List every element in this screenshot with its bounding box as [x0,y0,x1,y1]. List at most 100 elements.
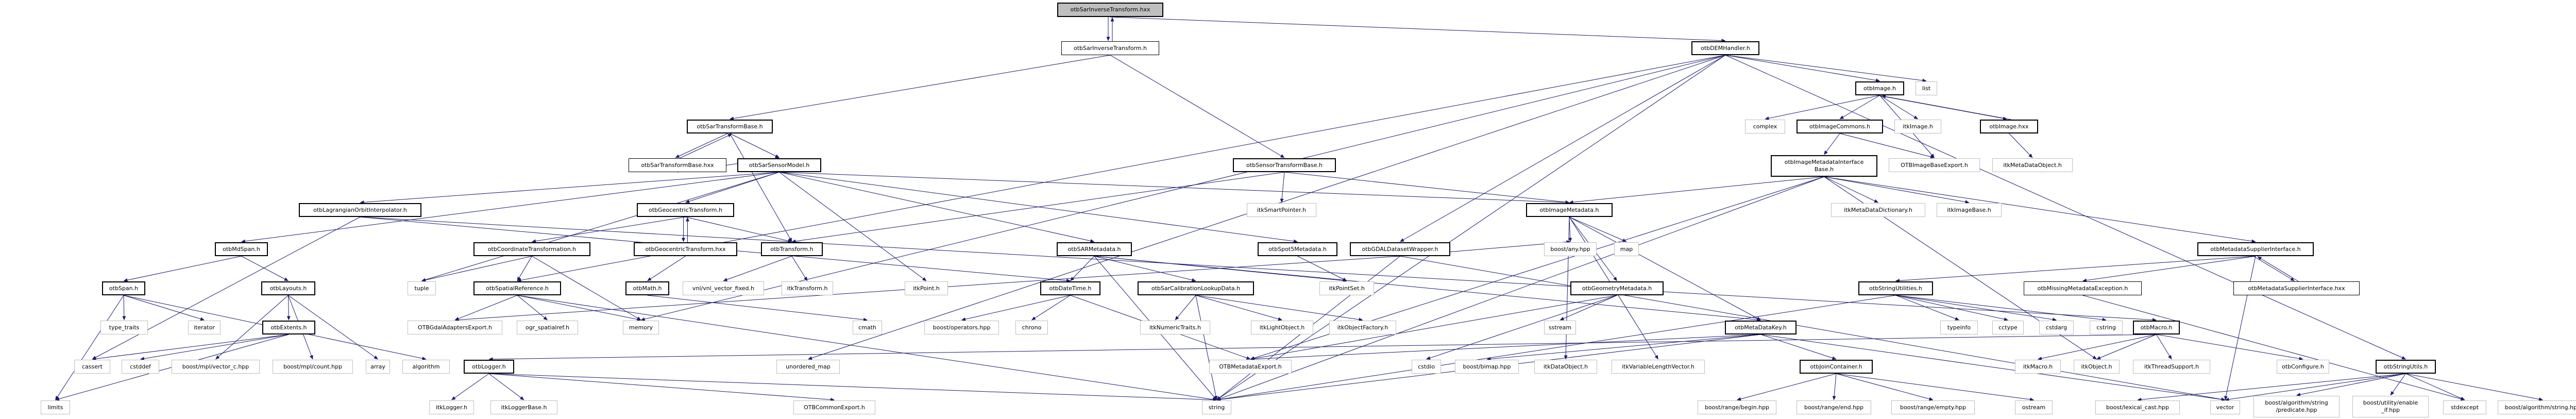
include-edge [1175,295,1196,321]
include-edge [1895,295,2107,322]
graph-node-sarTransformBaseHxx[interactable]: otbSarTransformBase.hxx [629,158,726,172]
graph-node-metaDataKey[interactable]: otbMetaDataKey.h [1725,321,1797,334]
graph-node-typeTraits: type_traits [100,321,148,334]
graph-node-sarCalib[interactable]: otbSarCalibrationLookupData.h [1138,281,1254,295]
graph-node-lagrangian[interactable]: otbLagrangianOrbitInterpolator.h [299,203,421,217]
include-edge [1216,55,1726,400]
graph-node-imageMetadataInterfaceBase[interactable]: otbImageMetadataInterface Base.h [1771,155,1877,177]
graph-node-spatialReference[interactable]: otbSpatialReference.h [473,281,561,295]
graph-node-dem[interactable]: otbDEMHandler.h [1691,41,1759,55]
graph-node-iterator: iterator [188,321,221,334]
graph-node-itkPoint: itkPoint.h [905,281,948,295]
include-edge [1569,176,1824,204]
graph-node-itkMetaDataObject: itkMetaDataObject.h [1992,158,2073,172]
graph-node-cstring: cstring [2090,321,2123,334]
include-edge [2038,334,2157,360]
graph-node-otbGdalAdaptersExport: OTBGdalAdaptersExport.h [408,321,502,334]
graph-node-otbCommonExport: OTBCommonExport.h [793,400,875,414]
graph-node-logger[interactable]: otbLogger.h [464,360,514,374]
graph-node-itkObjectFactory: itkObjectFactory.h [1329,321,1396,334]
include-edge [730,133,779,158]
graph-node-layouts[interactable]: otbLayouts.h [261,281,315,295]
graph-node-metadataSupplierInterfaceHxx[interactable]: otbMetadataSupplierInterface.hxx [2233,281,2360,295]
include-edge [1737,373,1837,401]
graph-node-geocentricHxx[interactable]: otbGeocentricTransform.hxx [634,242,737,256]
graph-node-imageCommons[interactable]: otbImageCommons.h [1797,120,1883,133]
include-edge [961,295,1071,321]
graph-node-limits: limits [41,400,70,414]
graph-node-joinContainer[interactable]: otbJoinContainer.h [1800,360,1873,374]
graph-node-sarMetadata[interactable]: otbSARMetadata.h [1057,242,1132,256]
graph-node-complex: complex [1745,120,1785,133]
include-edge [1280,172,1285,203]
include-edge [1195,295,1218,400]
include-edge [1877,95,2007,121]
graph-root-node-root[interactable]: otbSarInverseTransform.hxx [1057,3,1163,17]
include-edge [1110,55,1285,158]
graph-node-gdalWrapper[interactable]: otbGDALDatasetWrapper.h [1350,242,1450,256]
include-edge [360,216,2157,322]
graph-node-sarInvH[interactable]: otbSarInverseTransform.h [1061,41,1159,55]
graph-node-itkSmartPointer: itkSmartPointer.h [1247,203,1316,217]
graph-node-geocentric[interactable]: otbGeocentricTransform.h [637,203,734,217]
graph-node-sarTransformBase[interactable]: otbSarTransformBase.h [687,120,773,133]
graph-node-boostAny: boost/any.hpp [1544,242,1597,256]
include-edge [647,295,868,322]
include-edge [517,256,532,281]
include-edge-reverse [2257,256,2299,282]
graph-node-ogr: ogr_spatialref.h [517,321,578,334]
graph-node-imageMetadata[interactable]: otbImageMetadata.h [1526,203,1613,217]
graph-node-stringUtilities[interactable]: otbStringUtilities.h [1858,281,1933,295]
graph-node-sstream: sstream [1544,321,1576,334]
graph-node-otbConfigure: otbConfigure.h [2277,360,2329,374]
include-edge [2224,256,2256,400]
include-edge [730,55,1111,121]
graph-node-vector: vector [2210,400,2240,414]
graph-node-otbMacro[interactable]: otbMacro.h [2133,321,2180,334]
graph-node-otbTransform[interactable]: otbTransform.h [761,242,823,256]
graph-node-rangeEmpty: boost/range/empty.hpp [1891,400,1975,414]
include-edge [123,295,205,321]
graph-node-rangeEnd: boost/range/end.hpp [1797,400,1871,414]
graph-node-spot5[interactable]: otbSpot5Metadata.h [1258,242,1337,256]
graph-node-boostOperators: boost/operators.hpp [924,321,999,334]
include-edge [140,334,289,361]
graph-node-sarSensorModel[interactable]: otbSarSensorModel.h [737,158,821,172]
graph-node-geometryMetadata[interactable]: otbGeometryMetadata.h [1570,281,1664,295]
include-edge [1839,133,1935,159]
include-edge [1195,295,1282,321]
graph-node-dateTime[interactable]: otbDateTime.h [1040,281,1100,295]
include-edge [517,295,548,321]
include-edge [488,373,1217,402]
include-edge [488,334,2157,361]
graph-node-mplVector: boost/mpl/vector_c.hpp [172,360,260,374]
graph-node-coordTransformation[interactable]: otbCoordinateTransformation.h [473,242,590,256]
include-edge [1094,256,1347,282]
graph-node-boostBimap: boost/bimap.hpp [1455,360,1519,374]
graph-node-metadataSupplierInterface[interactable]: otbMetadataSupplierInterface.h [2197,242,2314,256]
graph-node-cctype: cctype [1992,321,2024,334]
graph-node-itkImageBase: itkImageBase.h [1937,203,2002,217]
graph-node-missingMetadataException[interactable]: otbMissingMetadataException.h [2024,281,2142,295]
graph-node-mdspan[interactable]: otbMdSpan.h [215,242,268,256]
include-edge [1895,295,1959,321]
graph-node-otbImage[interactable]: otbImage.h [1855,81,1904,95]
graph-node-span[interactable]: otbSpan.h [102,281,145,295]
graph-node-imageHxx[interactable]: otbImage.hxx [1980,120,2038,133]
graph-node-itkDataObject: itkDataObject.h [1534,360,1597,374]
graph-node-otbImageBaseExport: OTBImageBaseExport.h [1889,158,1980,172]
include-edge [360,172,779,204]
graph-node-extents[interactable]: otbExtents.h [262,321,315,334]
include-edge [1836,373,1934,401]
graph-node-math[interactable]: otbMath.h [625,281,669,295]
graph-node-predicate: boost/algorithm/string /predicate.hpp [2253,396,2340,417]
include-edge [723,256,792,281]
graph-node-otbStringUtils[interactable]: otbStringUtils.h [2376,360,2436,374]
include-edge [1725,55,1880,82]
include-edge [779,172,1095,243]
include-edge [1569,216,1761,321]
graph-node-itkThreadSupport: itkThreadSupport.h [2133,360,2210,374]
include-edge [55,295,124,400]
graph-node-sensorTransformBase[interactable]: otbSensorTransformBase.h [1233,158,1336,172]
include-edge [1824,176,1878,203]
